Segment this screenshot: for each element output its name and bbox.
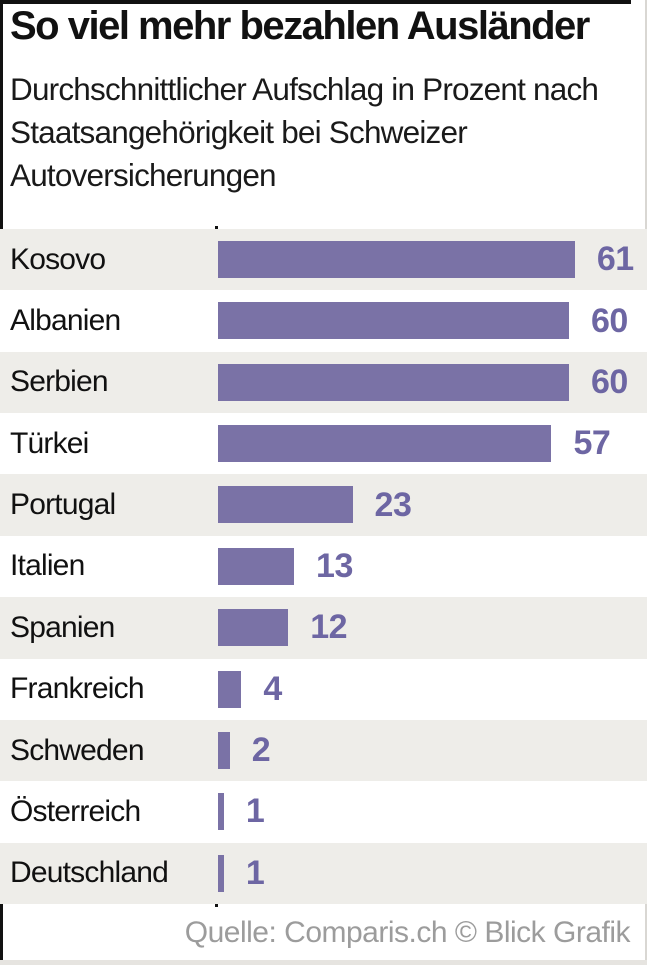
chart-row: Frankreich 4 (0, 658, 647, 720)
value-bar (218, 425, 552, 463)
chart-row: Portugal 23 (0, 474, 647, 536)
value-label: 60 (591, 362, 628, 401)
category-label: Deutschland (10, 856, 169, 890)
value-bar (218, 854, 224, 892)
chart-row: Italien 13 (0, 535, 647, 598)
value-bar (218, 793, 224, 831)
chart-row: Österreich 1 (0, 781, 647, 843)
category-label: Spanien (10, 610, 115, 644)
value-bar (218, 670, 242, 708)
value-bar (218, 731, 230, 769)
category-label: Kosovo (10, 242, 106, 276)
value-bar (218, 363, 569, 401)
chart-row: Schweden 2 (0, 719, 647, 782)
value-label: 12 (310, 608, 348, 647)
value-bar (218, 547, 295, 585)
category-label: Portugal (10, 488, 116, 522)
frame-bottom-border (0, 960, 647, 965)
value-label: 2 (251, 731, 271, 770)
chart-title: So viel mehr bezahlen Ausländer (10, 4, 590, 48)
value-label: 13 (316, 546, 353, 585)
value-bar (218, 241, 575, 278)
value-label: 4 (263, 669, 282, 708)
value-label: 1 (245, 853, 265, 892)
value-label: 57 (573, 424, 611, 463)
value-bar (218, 302, 569, 340)
chart-row: Spanien 12 (0, 597, 647, 659)
frame-top-border (0, 0, 631, 4)
bar-chart: Kosovo 61 Albanien 60 Serbien 60 Türkei 57 Portu… (0, 226, 647, 907)
chart-subtitle: Durchschnittlicher Aufschlag in Prozent … (10, 71, 599, 193)
source-credit: Quelle: Comparis.ch © Blick Grafik (184, 916, 631, 949)
category-label: Frankreich (10, 672, 145, 706)
chart-row: Serbien 60 (0, 351, 647, 414)
value-label: 1 (245, 792, 265, 831)
chart-row: Albanien 60 (0, 290, 647, 352)
category-label: Albanien (10, 304, 121, 338)
category-label: Österreich (10, 794, 141, 828)
value-label: 60 (591, 301, 628, 340)
value-bar (218, 609, 289, 647)
chart-row: Deutschland 1 (0, 842, 647, 904)
value-bar (218, 486, 353, 524)
chart-row: Türkei 57 (0, 413, 647, 475)
chart-row: Kosovo 61 (0, 229, 647, 291)
value-label: 61 (596, 240, 634, 279)
value-label: 23 (374, 485, 412, 524)
category-label: Serbien (10, 365, 109, 399)
category-label: Schweden (10, 733, 145, 767)
category-label: Italien (10, 549, 85, 583)
category-label: Türkei (10, 426, 89, 460)
